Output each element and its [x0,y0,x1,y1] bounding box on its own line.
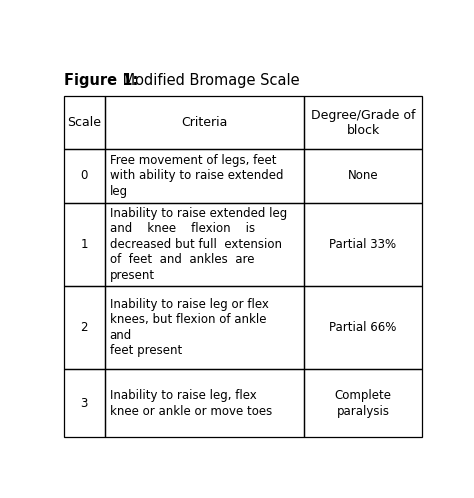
Text: Modified Bromage Scale: Modified Bromage Scale [118,73,300,88]
Text: Partial 66%: Partial 66% [329,321,397,334]
Text: Complete
paralysis: Complete paralysis [335,389,392,418]
Bar [304,149,422,203]
Bar [64,369,105,437]
Bar [304,203,422,286]
Text: Inability to raise leg, flex
knee or ankle or move toes: Inability to raise leg, flex knee or ank… [109,389,272,418]
Bar [64,96,105,149]
Text: Free movement of legs, feet
with ability to raise extended
leg: Free movement of legs, feet with ability… [109,154,283,198]
Bar [105,286,304,369]
Text: Inability to raise extended leg
and    knee    flexion    is
decreased but full : Inability to raise extended leg and knee… [109,207,287,282]
Text: 1: 1 [81,238,88,250]
Text: Figure 1:: Figure 1: [64,73,138,88]
Bar [64,149,105,203]
Bar [304,96,422,149]
Text: Partial 33%: Partial 33% [329,238,397,250]
Bar [105,369,304,437]
Bar [105,203,304,286]
Text: None: None [348,169,378,182]
Bar [64,286,105,369]
Text: 2: 2 [81,321,88,334]
Text: 3: 3 [81,397,88,410]
Bar [64,203,105,286]
Text: Scale: Scale [67,116,101,129]
Text: Criteria: Criteria [181,116,228,129]
Bar [105,149,304,203]
Text: Inability to raise leg or flex
knees, but flexion of ankle
and
feet present: Inability to raise leg or flex knees, bu… [109,298,269,357]
Text: Degree/Grade of
block: Degree/Grade of block [311,109,415,137]
Text: 0: 0 [81,169,88,182]
Bar [304,286,422,369]
Bar [105,96,304,149]
Bar [304,369,422,437]
